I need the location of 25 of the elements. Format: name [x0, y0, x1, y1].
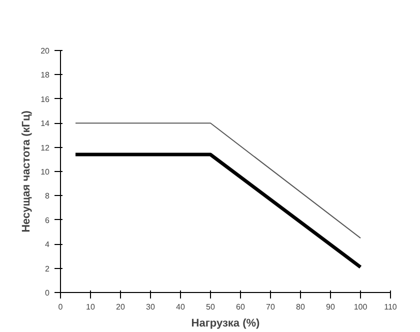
y-tick-label: 8	[45, 192, 50, 201]
x-tick-label: 80	[296, 302, 306, 312]
y-tick-label: 14	[40, 119, 50, 128]
y-tick-label: 0	[45, 288, 50, 298]
x-tick-label: 50	[206, 302, 216, 312]
x-tick-label: 10	[86, 302, 96, 312]
x-tick-label: 30	[146, 302, 156, 312]
x-tick-label: 0	[58, 302, 64, 312]
y-tick-label: 6	[45, 216, 50, 225]
y-tick-label: 4	[45, 240, 50, 250]
x-tick-label: 60	[236, 302, 246, 312]
x-tick-label: 20	[116, 302, 126, 312]
x-tick-label: 90	[326, 302, 336, 312]
y-tick-label: 20	[40, 46, 50, 56]
x-tick-label: 110	[384, 302, 398, 312]
x-tick-label: 70	[266, 302, 276, 312]
y-tick-label: 10	[40, 168, 50, 176]
x-tick-label: 100	[354, 302, 368, 312]
x-tick-label: 40	[176, 302, 186, 312]
y-tick-label: 2	[45, 264, 50, 274]
y-tick-label: 16	[40, 94, 50, 104]
y-axis-title: Несущая частота (кГц)	[20, 110, 33, 232]
y-tick-label: 12	[40, 143, 50, 152]
y-tick-label: 18	[40, 70, 50, 80]
x-axis-title: Нагрузка (%)	[191, 318, 260, 330]
